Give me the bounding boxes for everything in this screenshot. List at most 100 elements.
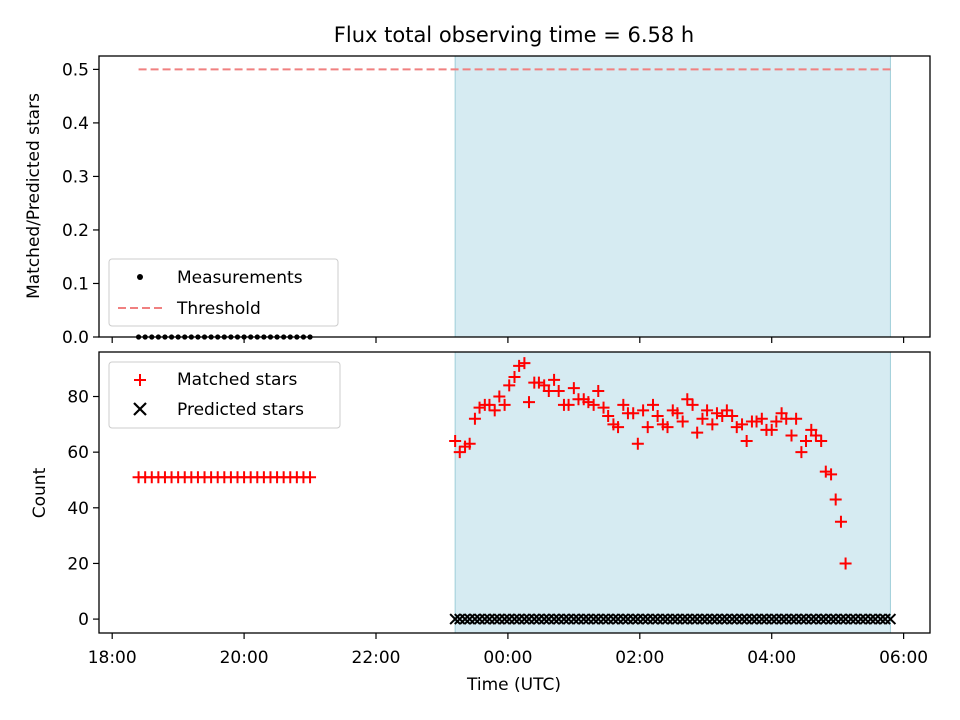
count-y-axis-label: Count [30,467,50,518]
matched-stars-legend-marker [134,374,146,386]
matched-stars-point [676,415,689,428]
matched-stars-point [710,407,723,420]
matched-stars-point [637,404,650,417]
matched-stars-point [627,407,640,420]
measurements-legend-marker [137,274,143,280]
matched-stars-point [582,396,595,409]
ratio-plot-frame [98,55,931,338]
matched-stars-point [587,398,600,411]
predicted-stars-point [864,613,877,625]
predicted-stars-point [627,613,639,625]
predicted-stars-point [558,613,570,625]
predicted-stars-point [756,613,768,625]
predicted-stars-point [587,613,600,625]
matched-stars-point [463,437,476,450]
predicted-stars-point [489,613,501,625]
predicted-stars-point [855,613,867,625]
matched-stars-point [631,437,644,450]
x-tick-label: 18:00 [88,648,137,668]
count-legend-box [108,361,341,429]
matched-stars-point [819,465,832,478]
x-tick-label: 00:00 [483,648,532,668]
predicted-stars-point [607,613,620,625]
predicted-stars-point [716,613,728,625]
matched-stars-point [592,384,605,397]
ratio-legend-box [108,258,339,327]
matched-stars-point [701,404,714,417]
y-tick-label: 80 [67,388,89,408]
ratio-shaded-span [454,55,891,338]
count-panel: 0 20 40 60 80 18:00 20:00 22:00 00:00 02:00 04:00… [30,351,931,695]
y-tick-label: 40 [67,499,89,519]
matched-stars-point [706,418,719,431]
predicted-stars-point [449,613,461,625]
predicted-stars-point [498,613,511,625]
matched-stars-point [503,379,516,392]
matched-stars-point [696,412,709,425]
predicted-stars-point [696,613,709,625]
matched-stars-point [736,418,749,431]
matched-stars-point [468,412,481,425]
matched-stars-point [671,407,684,420]
matched-stars-point [523,396,536,409]
matched-stars-point [532,376,545,389]
predicted-stars-point [736,613,748,625]
predicted-stars-legend-marker [133,402,147,416]
y-tick-label: 0.5 [62,60,89,80]
matched-stars-point [449,435,462,448]
y-tick-label: 0.3 [62,167,89,187]
matched-stars-point [552,384,565,397]
y-tick-label: 0.1 [62,274,89,294]
predicted-stars-point [874,613,887,625]
matched-stars-point [483,398,496,411]
matched-stars-point [834,515,847,528]
matched-stars-point [453,446,466,459]
matched-stars-point [740,435,753,448]
matched-stars-point [755,412,768,425]
matched-stars-point [785,429,798,442]
y-tick-label: 60 [67,443,89,463]
predicted-stars-point [884,613,897,625]
matched-stars-point [493,390,506,403]
y-tick-label: 0.2 [62,221,89,241]
predicted-stars-point [667,613,679,625]
y-tick-label: 20 [67,554,89,574]
matched-stars-point [809,429,822,442]
matched-stars-point [641,421,654,434]
matched-stars-point [548,373,561,386]
y-tick-label: 0.4 [62,114,89,134]
matched-stars-point [518,357,531,370]
matched-stars-point [617,398,630,411]
matched-stars-legend-label: Matched stars [177,370,297,390]
predicted-stars-point [686,613,699,625]
x-axis-label: Time (UTC) [466,675,561,695]
matched-stars-point [795,446,808,459]
predicted-stars-point [795,613,808,625]
count-plot-frame [98,351,931,634]
count-shaded-span [454,351,891,634]
matched-stars-point [498,398,511,411]
matched-stars-point [765,423,778,436]
matched-stars-point [750,415,763,428]
predicted-stars-point [766,613,778,625]
predicted-stars-point [597,613,610,625]
count-legend: Matched stars Predicted stars [108,361,341,429]
predicted-stars-point [568,613,580,625]
matched-stars-point [597,401,610,414]
x-tick-label: 02:00 [615,648,664,668]
predicted-stars-point [528,613,540,625]
matched-stars-point [651,409,664,422]
predicted-stars-point [726,613,738,625]
matched-stars-point [770,415,783,428]
ratio-y-axis-label: Matched/Predicted stars [24,93,44,299]
predicted-stars-point [647,613,659,625]
matched-stars-point [508,371,521,384]
predicted-stars-point [637,613,649,625]
chart-title: Flux total observing time = 6.58 h [334,23,694,47]
predicted-stars-point [746,613,758,625]
matched-stars-point [513,359,526,372]
predicted-stars-point [835,613,847,625]
x-tick-label: 20:00 [220,648,269,668]
predicted-stars-point [706,613,719,625]
